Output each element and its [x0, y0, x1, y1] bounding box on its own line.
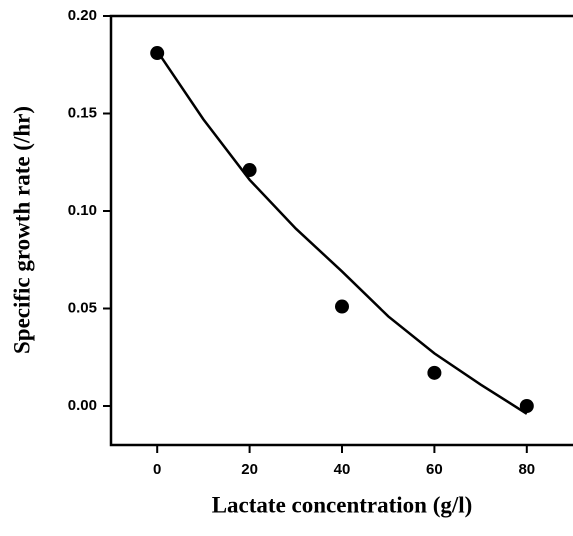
x-axis-label: Lactate concentration (g/l)	[212, 492, 473, 517]
y-tick-label: 0.05	[68, 299, 97, 316]
x-tick-label: 80	[518, 461, 535, 478]
data-point	[335, 299, 349, 314]
y-tick-label: 0.00	[68, 397, 97, 414]
x-tick-label: 60	[426, 461, 443, 478]
data-point	[519, 399, 534, 413]
y-tick-label: 0.20	[68, 7, 97, 24]
fit-curve	[156, 50, 528, 415]
y-tick-label: 0.15	[68, 104, 97, 121]
y-axis-label: Specific growth rate (/hr)	[9, 106, 34, 354]
x-tick-label: 40	[334, 461, 351, 478]
data-point	[427, 365, 442, 380]
axis-frame	[109, 14, 573, 447]
x-tick-label: 20	[241, 461, 258, 478]
x-tick-label: 0	[153, 461, 161, 478]
y-tick-label: 0.10	[68, 202, 97, 219]
